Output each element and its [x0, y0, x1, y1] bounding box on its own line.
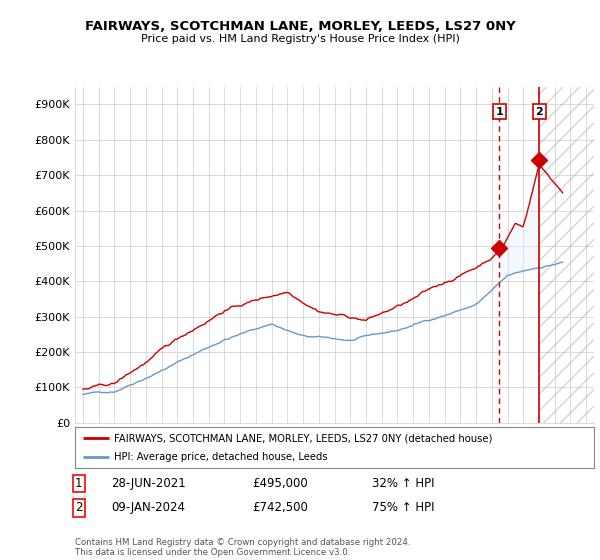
Text: Contains HM Land Registry data © Crown copyright and database right 2024.
This d: Contains HM Land Registry data © Crown c… — [75, 538, 410, 557]
Text: FAIRWAYS, SCOTCHMAN LANE, MORLEY, LEEDS, LS27 0NY: FAIRWAYS, SCOTCHMAN LANE, MORLEY, LEEDS,… — [85, 20, 515, 32]
Text: 28-JUN-2021: 28-JUN-2021 — [111, 477, 186, 490]
Text: 2: 2 — [536, 106, 544, 116]
Text: FAIRWAYS, SCOTCHMAN LANE, MORLEY, LEEDS, LS27 0NY (detached house): FAIRWAYS, SCOTCHMAN LANE, MORLEY, LEEDS,… — [114, 433, 493, 443]
Text: £742,500: £742,500 — [252, 501, 308, 514]
Text: 1: 1 — [75, 477, 83, 490]
Text: 75% ↑ HPI: 75% ↑ HPI — [372, 501, 434, 514]
Text: Price paid vs. HM Land Registry's House Price Index (HPI): Price paid vs. HM Land Registry's House … — [140, 34, 460, 44]
Text: 32% ↑ HPI: 32% ↑ HPI — [372, 477, 434, 490]
Text: 09-JAN-2024: 09-JAN-2024 — [111, 501, 185, 514]
Text: 1: 1 — [496, 106, 503, 116]
Text: £495,000: £495,000 — [252, 477, 308, 490]
Text: HPI: Average price, detached house, Leeds: HPI: Average price, detached house, Leed… — [114, 452, 328, 461]
Text: 2: 2 — [75, 501, 83, 514]
